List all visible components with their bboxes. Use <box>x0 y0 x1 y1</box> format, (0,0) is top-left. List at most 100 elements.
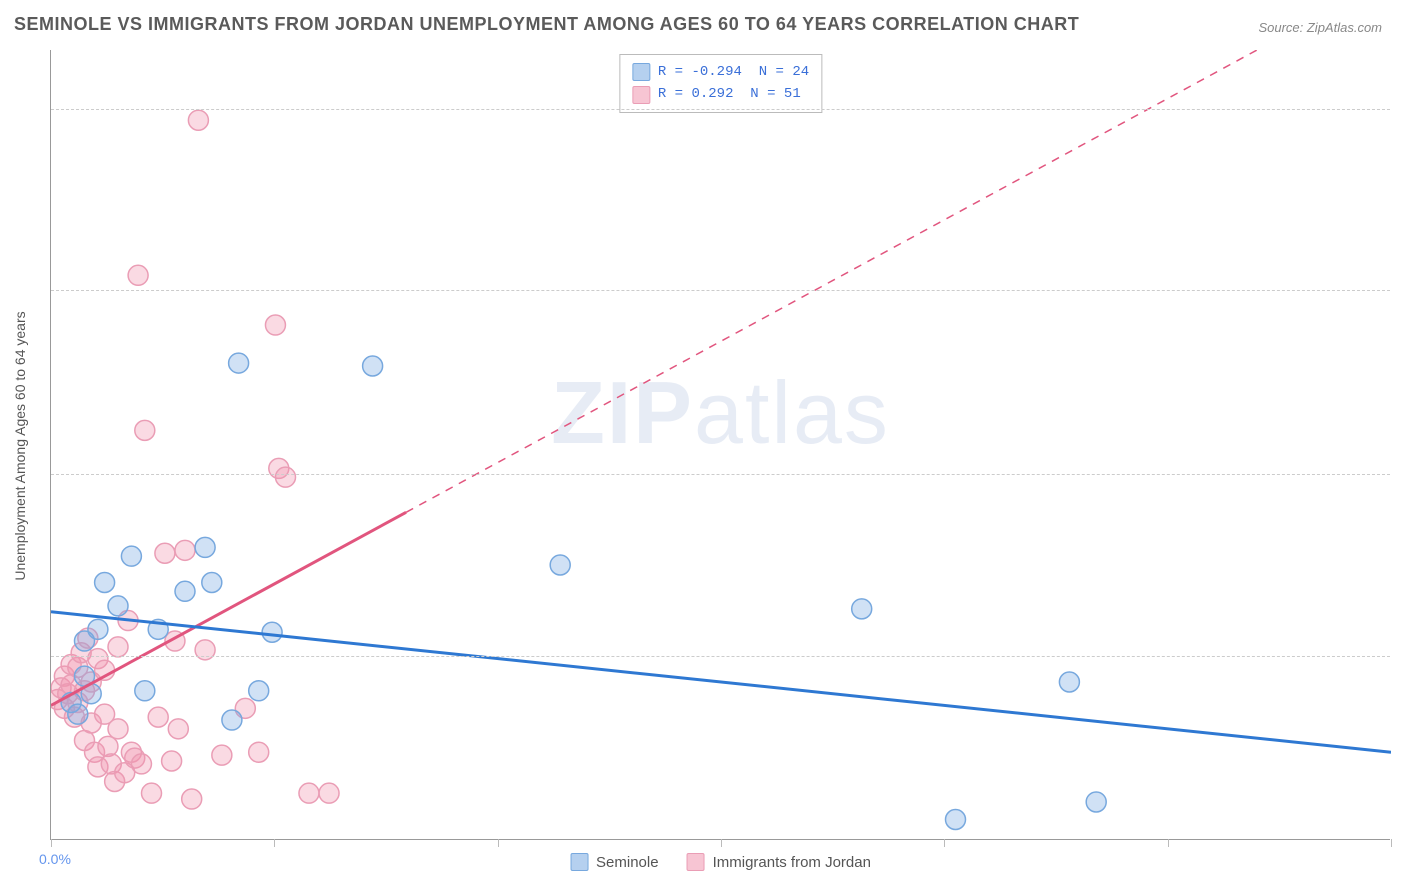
scatter-chart: ZIPatlas R = -0.294 N = 24 R = 0.292 N =… <box>50 50 1390 840</box>
scatter-point <box>121 742 141 762</box>
y-gridline: 6.3% <box>51 656 1390 657</box>
x-tick <box>51 839 52 847</box>
scatter-point <box>68 692 88 712</box>
x-tick <box>944 839 945 847</box>
plot-svg <box>51 50 1391 840</box>
scatter-point <box>946 810 966 830</box>
scatter-point <box>1086 792 1106 812</box>
scatter-point <box>135 681 155 701</box>
scatter-point <box>131 754 151 774</box>
scatter-point <box>75 681 95 701</box>
scatter-point <box>168 719 188 739</box>
chart-title: SEMINOLE VS IMMIGRANTS FROM JORDAN UNEMP… <box>14 14 1079 35</box>
scatter-point <box>61 675 81 695</box>
y-axis-title: Unemployment Among Ages 60 to 64 years <box>12 311 28 580</box>
scatter-point <box>81 684 101 704</box>
scatter-point <box>54 666 74 686</box>
legend-row-jordan: R = 0.292 N = 51 <box>632 83 809 105</box>
scatter-point <box>51 678 71 698</box>
scatter-point <box>71 643 91 663</box>
scatter-point <box>235 698 255 718</box>
scatter-point <box>319 783 339 803</box>
scatter-point <box>75 631 95 651</box>
scatter-point <box>95 573 115 593</box>
y-gridline: 18.8% <box>51 290 1390 291</box>
scatter-point <box>249 742 269 762</box>
scatter-point <box>165 631 185 651</box>
bottom-legend-jordan: Immigrants from Jordan <box>687 853 871 871</box>
scatter-point <box>155 543 175 563</box>
swatch-jordan-icon <box>687 853 705 871</box>
scatter-point <box>135 420 155 440</box>
scatter-point <box>121 546 141 566</box>
scatter-point <box>108 637 128 657</box>
scatter-point <box>95 704 115 724</box>
scatter-point <box>363 356 383 376</box>
scatter-point <box>81 713 101 733</box>
scatter-point <box>98 736 118 756</box>
stats-legend: R = -0.294 N = 24 R = 0.292 N = 51 <box>619 54 822 113</box>
scatter-point <box>51 690 68 710</box>
scatter-point <box>115 763 135 783</box>
scatter-point <box>64 707 84 727</box>
scatter-point <box>212 745 232 765</box>
scatter-point <box>222 710 242 730</box>
scatter-point <box>550 555 570 575</box>
swatch-jordan <box>632 86 650 104</box>
scatter-point <box>58 684 78 704</box>
scatter-point <box>61 654 81 674</box>
x-tick <box>1168 839 1169 847</box>
x-tick <box>498 839 499 847</box>
scatter-point <box>175 540 195 560</box>
scatter-point <box>108 596 128 616</box>
scatter-point <box>175 581 195 601</box>
swatch-seminole-icon <box>570 853 588 871</box>
scatter-point <box>81 672 101 692</box>
scatter-point <box>148 619 168 639</box>
scatter-point <box>148 707 168 727</box>
scatter-point <box>269 458 289 478</box>
scatter-point <box>85 742 105 762</box>
scatter-point <box>105 771 125 791</box>
y-gridline: 25.0% <box>51 109 1390 110</box>
scatter-point <box>202 573 222 593</box>
scatter-point <box>276 467 296 487</box>
swatch-seminole <box>632 63 650 81</box>
x-tick <box>721 839 722 847</box>
scatter-point <box>88 649 108 669</box>
source-label: Source: ZipAtlas.com <box>1258 20 1382 35</box>
scatter-point <box>852 599 872 619</box>
scatter-point <box>118 611 138 631</box>
bottom-legend-seminole-label: Seminole <box>596 854 659 871</box>
scatter-point <box>162 751 182 771</box>
x-min-label: 0.0% <box>39 851 71 867</box>
scatter-point <box>78 628 98 648</box>
scatter-point <box>128 265 148 285</box>
scatter-point <box>142 783 162 803</box>
watermark: ZIPatlas <box>551 362 890 464</box>
scatter-point <box>61 692 81 712</box>
scatter-point <box>101 754 121 774</box>
y-gridline: 12.5% <box>51 474 1390 475</box>
x-tick <box>274 839 275 847</box>
bottom-legend-seminole: Seminole <box>570 853 659 871</box>
scatter-point <box>229 353 249 373</box>
scatter-point <box>68 704 88 724</box>
scatter-point <box>108 719 128 739</box>
scatter-point <box>249 681 269 701</box>
scatter-point <box>75 731 95 751</box>
scatter-point <box>95 660 115 680</box>
scatter-point <box>299 783 319 803</box>
legend-row-seminole: R = -0.294 N = 24 <box>632 61 809 83</box>
x-tick <box>1391 839 1392 847</box>
scatter-point <box>68 657 88 677</box>
bottom-legend: Seminole Immigrants from Jordan <box>570 853 871 871</box>
scatter-point <box>195 537 215 557</box>
scatter-point <box>75 666 95 686</box>
scatter-point <box>125 748 145 768</box>
scatter-point <box>265 315 285 335</box>
scatter-point <box>54 698 74 718</box>
scatter-point <box>88 757 108 777</box>
scatter-point <box>195 640 215 660</box>
bottom-legend-jordan-label: Immigrants from Jordan <box>713 854 871 871</box>
